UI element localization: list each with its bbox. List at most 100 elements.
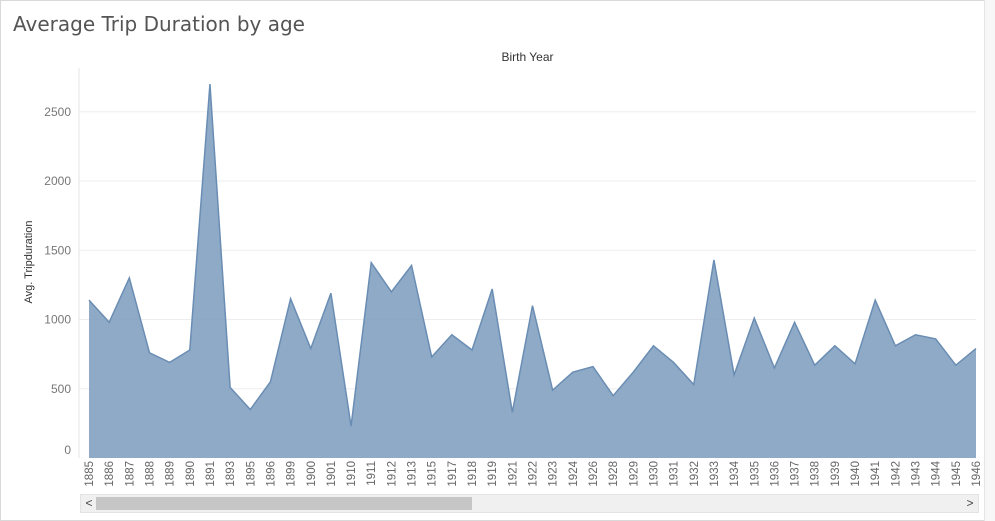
data-point[interactable] xyxy=(247,407,253,413)
data-point[interactable] xyxy=(812,362,818,368)
data-point[interactable] xyxy=(530,303,536,309)
column-header: Birth Year xyxy=(501,50,554,64)
data-point[interactable] xyxy=(368,260,374,266)
data-point[interactable] xyxy=(429,354,435,360)
x-tick-label: 1887 xyxy=(124,461,136,487)
data-point[interactable] xyxy=(892,343,898,349)
x-tick-label: 1912 xyxy=(386,461,398,487)
data-point[interactable] xyxy=(913,332,919,338)
x-tick-label: 1941 xyxy=(870,461,882,487)
x-tick-label: 1922 xyxy=(528,461,540,487)
data-point[interactable] xyxy=(388,289,394,295)
data-point[interactable] xyxy=(167,359,173,365)
data-point[interactable] xyxy=(146,350,152,356)
x-tick-label: 1943 xyxy=(911,461,923,487)
y-tick-label: 0 xyxy=(64,443,71,457)
x-tick-label: 1910 xyxy=(346,461,358,487)
data-point[interactable] xyxy=(207,81,213,87)
x-tick-label: 1918 xyxy=(467,461,479,487)
scroll-left-arrow[interactable]: < xyxy=(85,496,93,510)
x-tick-label: 1888 xyxy=(144,461,156,487)
data-point[interactable] xyxy=(570,369,576,375)
x-tick-label: 1946 xyxy=(971,461,983,487)
data-point[interactable] xyxy=(771,365,777,371)
data-point[interactable] xyxy=(409,262,415,268)
data-point[interactable] xyxy=(227,384,233,390)
x-tick-label: 1899 xyxy=(286,461,298,487)
x-tick-label: 1944 xyxy=(931,460,943,486)
data-point[interactable] xyxy=(328,290,334,296)
x-tick-label: 1926 xyxy=(588,461,600,487)
data-point[interactable] xyxy=(308,346,314,352)
data-point[interactable] xyxy=(691,382,697,388)
x-tick-label: 1945 xyxy=(951,461,963,487)
x-tick-label: 1928 xyxy=(608,461,620,487)
data-point[interactable] xyxy=(671,359,677,365)
chart-title: Average Trip Duration by age xyxy=(13,12,305,36)
data-point[interactable] xyxy=(126,275,132,281)
data-point[interactable] xyxy=(792,319,798,325)
x-tick-label: 1933 xyxy=(709,461,721,487)
scroll-right-arrow[interactable]: > xyxy=(966,496,974,510)
area-fill[interactable] xyxy=(89,84,976,459)
x-tick-label: 1895 xyxy=(245,461,257,487)
data-point[interactable] xyxy=(590,364,596,370)
data-point[interactable] xyxy=(872,297,878,303)
x-tick-label: 1936 xyxy=(769,461,781,487)
x-tick-label: 1891 xyxy=(205,461,217,487)
x-tick-label: 1924 xyxy=(568,460,580,486)
y-tick-label: 500 xyxy=(51,382,71,396)
data-point[interactable] xyxy=(933,336,939,342)
x-tick-label: 1929 xyxy=(628,461,640,487)
y-tick-label: 2500 xyxy=(44,105,71,119)
x-tick-label: 1913 xyxy=(407,461,419,487)
data-point[interactable] xyxy=(852,361,858,367)
x-tick-label: 1937 xyxy=(790,461,802,487)
scroll-thumb[interactable] xyxy=(96,497,472,510)
horizontal-scrollbar[interactable]: < > xyxy=(80,494,979,513)
data-point[interactable] xyxy=(509,409,515,415)
data-point[interactable] xyxy=(610,393,616,399)
data-point[interactable] xyxy=(489,286,495,292)
x-tick-label: 1893 xyxy=(225,461,237,487)
data-point[interactable] xyxy=(711,257,717,263)
x-tick-label: 1938 xyxy=(810,461,822,487)
x-tick-label: 1935 xyxy=(749,461,761,487)
data-point[interactable] xyxy=(650,343,656,349)
x-tick-label: 1931 xyxy=(669,461,681,487)
data-point[interactable] xyxy=(550,387,556,393)
data-point[interactable] xyxy=(973,346,979,352)
x-tick-label: 1923 xyxy=(548,461,560,487)
data-point[interactable] xyxy=(449,332,455,338)
area-layer xyxy=(86,81,979,459)
x-tick-label: 1885 xyxy=(84,461,96,487)
x-tick-label: 1919 xyxy=(487,461,499,487)
data-point[interactable] xyxy=(348,423,354,429)
data-point[interactable] xyxy=(731,372,737,378)
y-tick-label: 1000 xyxy=(44,313,71,327)
data-point[interactable] xyxy=(267,379,273,385)
x-tick-label: 1917 xyxy=(447,461,459,487)
area-outline xyxy=(88,83,977,427)
data-point[interactable] xyxy=(751,315,757,321)
x-tick-label: 1900 xyxy=(306,461,318,487)
right-edge-panel xyxy=(984,0,995,521)
y-tick-label: 1500 xyxy=(44,243,71,257)
x-tick-label: 1901 xyxy=(326,461,338,487)
data-point[interactable] xyxy=(288,296,294,302)
y-tick-labels: 0 500 1000 1500 2000 2500 xyxy=(44,105,71,457)
x-tick-label: 1934 xyxy=(729,460,741,486)
data-point[interactable] xyxy=(469,347,475,353)
data-point[interactable] xyxy=(86,297,92,303)
data-point[interactable] xyxy=(106,319,112,325)
data-point[interactable] xyxy=(953,362,959,368)
data-point[interactable] xyxy=(832,343,838,349)
x-tick-label: 1911 xyxy=(366,461,378,486)
x-tick-labels: 1885 1886 1887 1888 1889 1890 1891 1893 1895 1896… xyxy=(84,460,983,486)
x-tick-label: 1932 xyxy=(689,461,701,487)
data-point[interactable] xyxy=(187,347,193,353)
x-tick-label: 1889 xyxy=(165,461,177,487)
x-tick-label: 1886 xyxy=(104,461,116,487)
data-point[interactable] xyxy=(630,369,636,375)
